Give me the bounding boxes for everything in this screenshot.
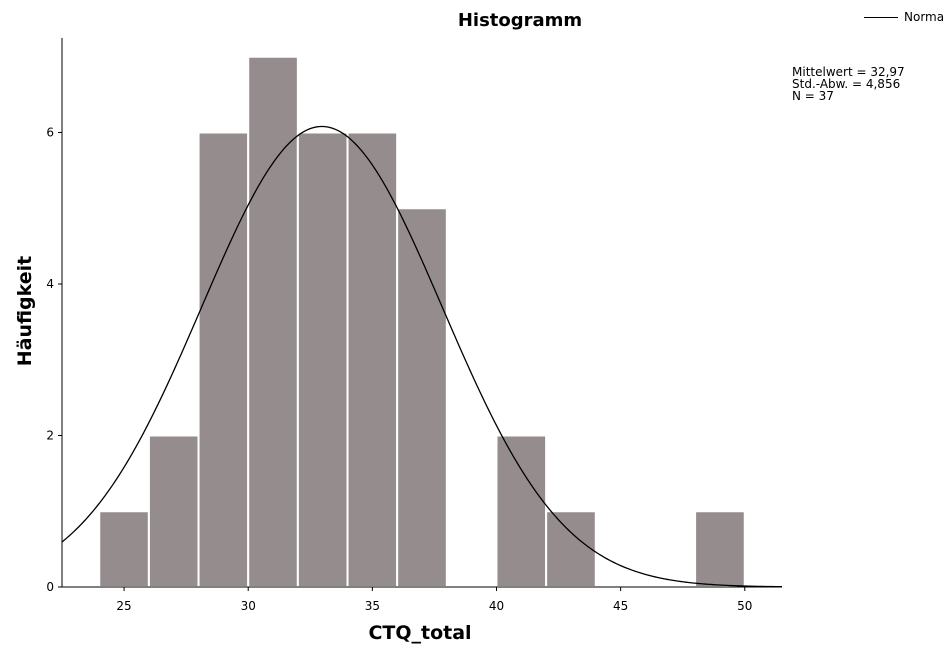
histogram-bar	[247, 55, 299, 589]
histogram-bar	[346, 131, 399, 588]
stats-mean: Mittelwert = 32,97	[792, 65, 905, 79]
histogram-bar	[545, 510, 597, 589]
y-tick-label: 2	[46, 428, 54, 442]
histogram-bar	[296, 131, 349, 588]
x-tick-label: 25	[116, 599, 131, 613]
chart-title: Histogramm	[457, 10, 583, 31]
x-tick-label: 35	[365, 599, 380, 613]
normal-curve	[61, 125, 783, 588]
legend-label-normal: Normal	[904, 10, 944, 24]
stats-n: N = 37	[792, 89, 834, 103]
histogram-bar	[197, 131, 250, 588]
x-tick-label: 45	[613, 599, 628, 613]
histogram-bar	[98, 510, 150, 589]
stats-sd: Std.-Abw. = 4,856	[792, 77, 901, 91]
histogram-bar	[694, 510, 746, 589]
x-tick-label: 50	[737, 599, 752, 613]
x-tick-label: 30	[241, 599, 256, 613]
x-tick-label: 40	[489, 599, 504, 613]
y-tick-label: 6	[46, 125, 54, 139]
legend: Normal	[864, 10, 944, 24]
y-tick-label: 4	[46, 277, 54, 291]
y-tick-label: 0	[46, 580, 54, 594]
histogram-bar	[495, 434, 548, 589]
y-axis-label: Häufigkeit	[14, 255, 36, 367]
x-axis-label: CTQ_total	[368, 622, 472, 644]
legend-line-swatch	[864, 16, 898, 18]
stats-box: Mittelwert = 32,97 Std.-Abw. = 4,856 N =…	[792, 66, 905, 102]
histogram-bar	[147, 434, 200, 589]
histogram-bar	[396, 207, 448, 588]
